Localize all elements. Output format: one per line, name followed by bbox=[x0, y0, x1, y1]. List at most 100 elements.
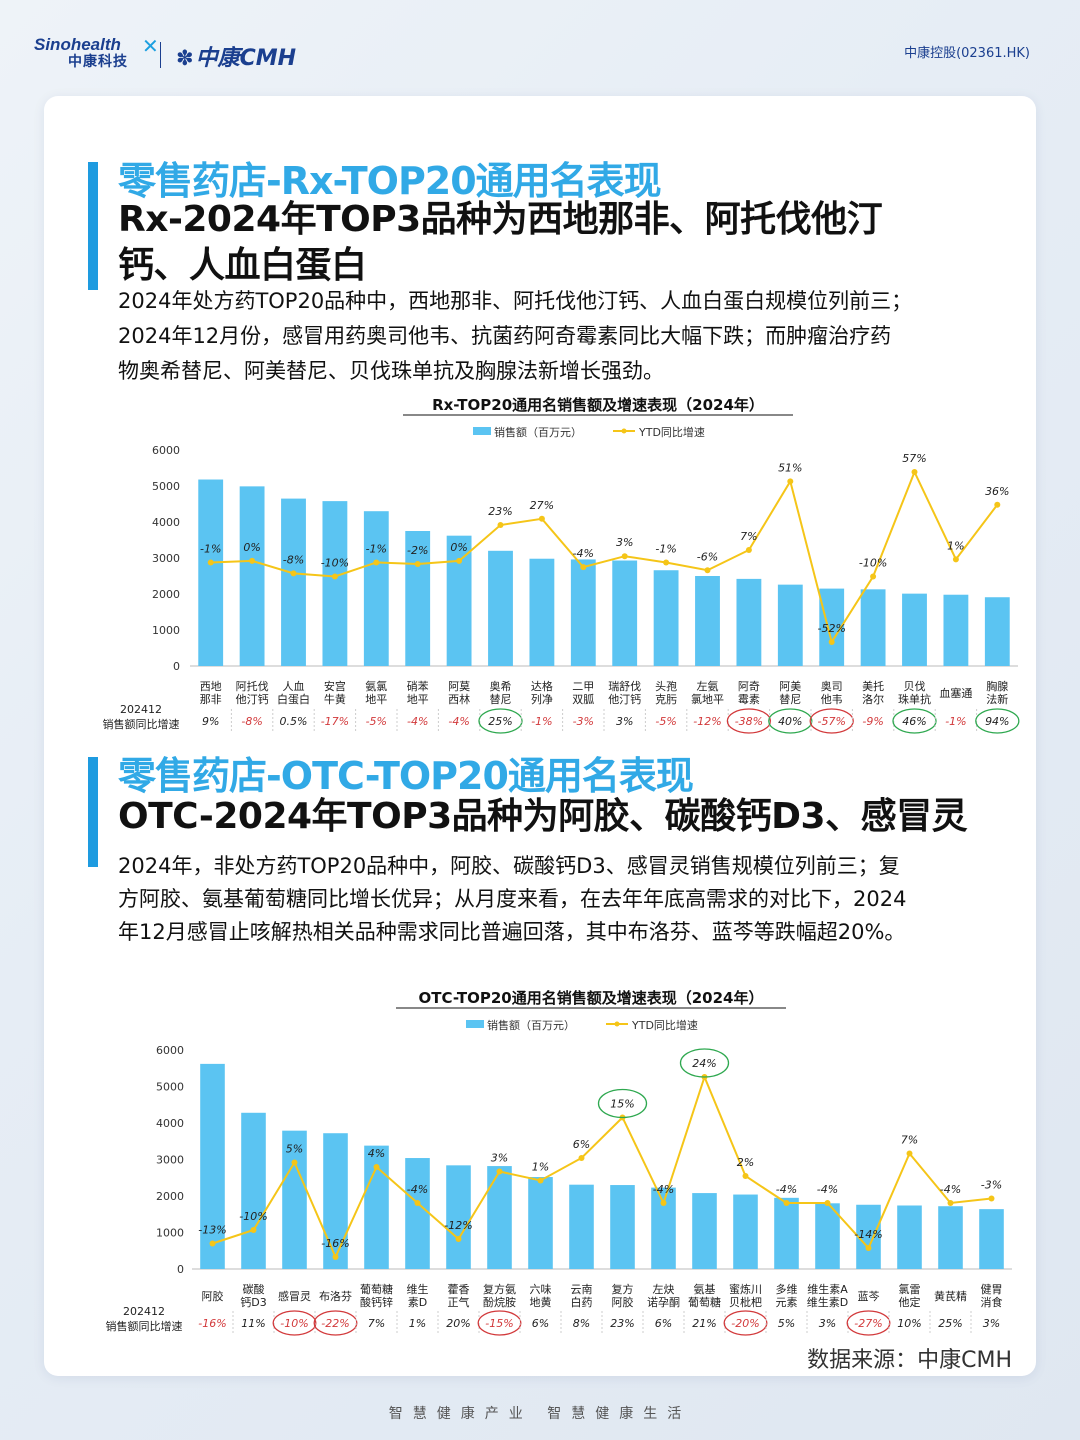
chart-title: OTC-TOP20通用名销售额及增速表现（2024年） bbox=[419, 989, 764, 1007]
growth-point bbox=[332, 1254, 339, 1260]
growth-point bbox=[538, 515, 545, 522]
category-label: 西林 bbox=[448, 692, 470, 706]
legend-bar-label: 销售额（百万元） bbox=[494, 425, 582, 439]
bar bbox=[612, 560, 638, 666]
monthly-highlight-ring bbox=[478, 708, 523, 734]
monthly-value: -1% bbox=[531, 715, 552, 728]
bar bbox=[774, 1197, 799, 1269]
category-label: 奥司 bbox=[821, 679, 843, 693]
growth-label: 7% bbox=[740, 530, 757, 543]
category-label: 他韦 bbox=[821, 693, 843, 706]
growth-label: 27% bbox=[530, 499, 554, 512]
growth-point bbox=[865, 1245, 872, 1251]
monthly-value: 40% bbox=[778, 715, 802, 728]
growth-label: -16% bbox=[321, 1237, 349, 1250]
y-tick-label: 3000 bbox=[156, 1154, 184, 1167]
category-label: 克肟 bbox=[655, 693, 677, 706]
headline-line-1: OTC-2024年TOP3品种为阿胶、碳酸钙D3、感冒灵 bbox=[118, 796, 968, 837]
category-label: 他定 bbox=[899, 1295, 921, 1309]
growth-label: 24% bbox=[692, 1057, 716, 1070]
category-label: 阿托伐 bbox=[236, 679, 269, 693]
y-tick-label: 6000 bbox=[152, 444, 180, 457]
bar bbox=[695, 576, 720, 666]
legend-line-marker bbox=[621, 428, 627, 434]
legend-bar-swatch bbox=[466, 1020, 484, 1028]
monthly-value: 11% bbox=[241, 1317, 265, 1330]
bar bbox=[570, 559, 596, 666]
growth-label: 51% bbox=[778, 461, 802, 474]
bar bbox=[938, 1206, 963, 1269]
monthly-value: 25% bbox=[488, 715, 512, 728]
growth-label: 0% bbox=[450, 541, 467, 554]
para-line-2: 2024年12月份，感冒用药奥司他韦、抗菌药阿奇霉素同比大幅下跌；而肿瘤治疗药 bbox=[118, 324, 892, 348]
category-label: 美托 bbox=[862, 679, 884, 693]
section-rx: 零售药店-Rx-TOP20通用名表现 Rx-2024年TOP3品种为西地那非、阿… bbox=[88, 150, 1048, 390]
bar bbox=[733, 1194, 758, 1269]
y-tick-label: 4000 bbox=[156, 1117, 184, 1130]
otc-chart: OTC-TOP20通用名销售额及增速表现（2024年） 销售额（百万元） YTD同比… bbox=[106, 989, 1012, 1336]
category-label: 健胃 bbox=[981, 1283, 1003, 1296]
growth-label: -1% bbox=[366, 542, 387, 555]
y-tick-label: 5000 bbox=[152, 480, 180, 493]
growth-point bbox=[621, 553, 628, 560]
growth-point bbox=[745, 546, 752, 553]
category-label: 布洛芬 bbox=[319, 1289, 352, 1303]
category-label: 白药 bbox=[571, 1295, 593, 1309]
monthly-value: -5% bbox=[366, 715, 387, 728]
category-label: 二甲 bbox=[572, 680, 594, 693]
legend-bar-swatch bbox=[473, 427, 491, 435]
growth-point bbox=[787, 478, 794, 485]
growth-label: -10% bbox=[859, 556, 887, 569]
category-label: 头孢 bbox=[655, 680, 677, 693]
bar bbox=[528, 1177, 553, 1269]
category-label: 胸腺 bbox=[986, 679, 1008, 693]
growth-point bbox=[828, 639, 835, 645]
category-label: 地平 bbox=[407, 693, 429, 706]
monthly-value: 9% bbox=[202, 715, 219, 728]
growth-point bbox=[870, 573, 877, 580]
monthly-value: 6% bbox=[532, 1317, 549, 1330]
monthly-value: 3% bbox=[983, 1317, 1000, 1330]
growth-label: 0% bbox=[243, 541, 260, 554]
category-label: 碳酸 bbox=[243, 1282, 265, 1296]
headline-line-1: Rx-2024年TOP3品种为西地那非、阿托伐他汀 bbox=[118, 199, 883, 240]
category-label: 他汀钙 bbox=[608, 692, 641, 706]
category-label: 那非 bbox=[200, 693, 222, 706]
growth-label: -10% bbox=[321, 556, 349, 569]
legend-line-label: YTD同比增速 bbox=[638, 425, 705, 439]
bar bbox=[569, 1184, 594, 1269]
growth-point bbox=[497, 522, 504, 529]
bar bbox=[363, 511, 389, 666]
y-tick-label: 0 bbox=[173, 660, 180, 673]
growth-point bbox=[911, 469, 918, 475]
category-label: 他汀钙 bbox=[236, 692, 269, 706]
growth-label: 2% bbox=[737, 1156, 754, 1169]
growth-label: -4% bbox=[573, 547, 594, 560]
category-label: 白蛋白 bbox=[277, 692, 310, 706]
growth-label: -2% bbox=[407, 544, 428, 557]
category-label: 瑞舒伐 bbox=[608, 679, 641, 693]
category-label: 硝苯 bbox=[407, 679, 429, 693]
category-label: 氯地平 bbox=[691, 692, 724, 706]
y-tick-label: 4000 bbox=[152, 516, 180, 529]
growth-label: -12% bbox=[444, 1219, 472, 1232]
monthly-highlight-ring bbox=[477, 1310, 522, 1336]
category-label: 地平 bbox=[365, 693, 387, 706]
legend-bar-label: 销售额（百万元） bbox=[487, 1018, 575, 1032]
category-label: 诺孕酮 bbox=[647, 1296, 680, 1309]
category-label: 维生素A bbox=[807, 1282, 848, 1296]
monthly-value: 23% bbox=[610, 1317, 634, 1330]
growth-highlight-ring bbox=[597, 1088, 648, 1119]
category-label: 藿香 bbox=[448, 1282, 470, 1296]
bar bbox=[322, 501, 348, 666]
category-label: 达格 bbox=[531, 679, 553, 693]
growth-point bbox=[783, 1200, 790, 1206]
category-label: 正气 bbox=[448, 1295, 470, 1309]
monthly-value: -57% bbox=[817, 715, 845, 728]
category-label: 奥希 bbox=[490, 679, 512, 693]
category-label: 钙D3 bbox=[240, 1295, 266, 1309]
monthly-highlight-ring bbox=[809, 708, 854, 734]
para-line-1: 2024年，非处方药TOP20品种中，阿胶、碳酸钙D3、感冒灵销售规模位列前三；… bbox=[118, 854, 900, 878]
bar bbox=[777, 584, 803, 666]
category-label: 法新 bbox=[986, 692, 1008, 706]
